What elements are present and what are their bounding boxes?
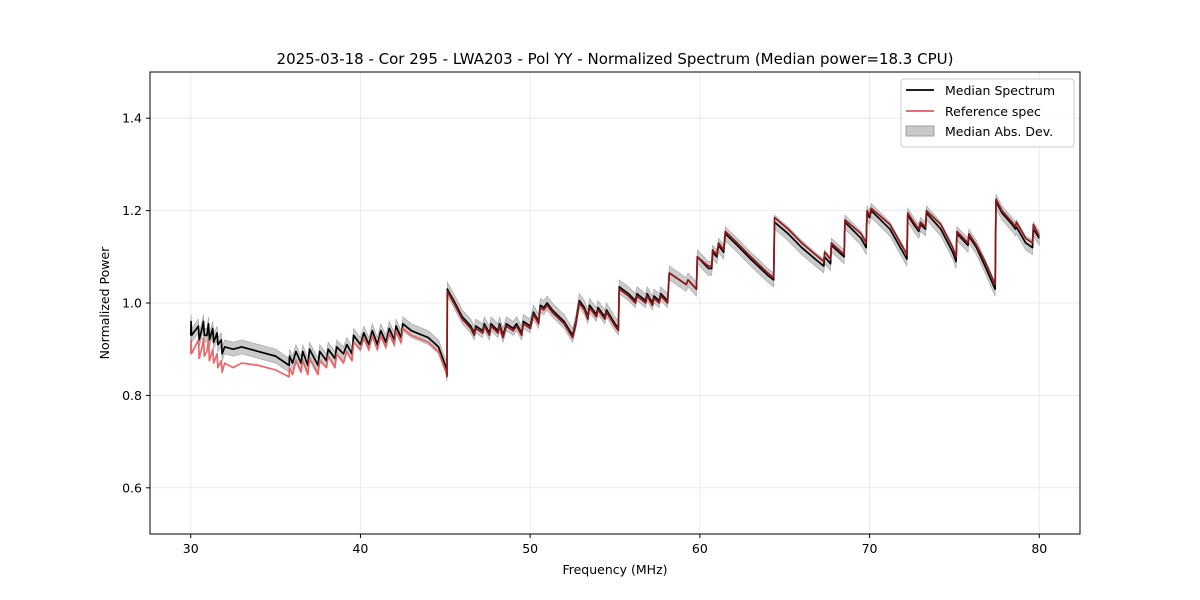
mad-band <box>190 194 1040 382</box>
y-tick-label: 1.2 <box>122 203 142 218</box>
legend: Median Spectrum Reference spec Median Ab… <box>900 78 1075 148</box>
x-axis-label: Frequency (MHz) <box>562 562 667 577</box>
y-tick-label: 1.0 <box>122 296 142 311</box>
series-layer <box>189 198 1041 378</box>
legend-median-label: Median Spectrum <box>945 83 1055 98</box>
y-tick-label: 0.6 <box>122 480 142 495</box>
x-axis-ticks: 30 40 50 60 70 80 <box>183 534 1047 556</box>
x-tick-label: 70 <box>862 541 878 556</box>
legend-mad-patch <box>905 125 935 137</box>
y-axis-ticks: 0.6 0.8 1.0 1.2 1.4 <box>122 111 150 495</box>
x-tick-label: 80 <box>1031 541 1047 556</box>
legend-reference-label: Reference spec <box>945 104 1041 119</box>
legend-box <box>900 78 1075 148</box>
legend-mad-label: Median Abs. Dev. <box>945 124 1053 139</box>
x-tick-label: 50 <box>522 541 538 556</box>
mad-band-layer <box>190 194 1040 382</box>
chart-title: 2025-03-18 - Cor 295 - LWA203 - Pol YY -… <box>277 50 954 68</box>
median-spectrum-line <box>189 200 1040 376</box>
x-tick-label: 30 <box>183 541 199 556</box>
overlap-spectrum-line <box>446 198 1040 377</box>
y-tick-label: 0.8 <box>122 388 142 403</box>
y-axis-label: Normalized Power <box>97 246 112 360</box>
y-tick-label: 1.4 <box>122 111 142 126</box>
x-tick-label: 40 <box>352 541 368 556</box>
x-tick-label: 60 <box>692 541 708 556</box>
